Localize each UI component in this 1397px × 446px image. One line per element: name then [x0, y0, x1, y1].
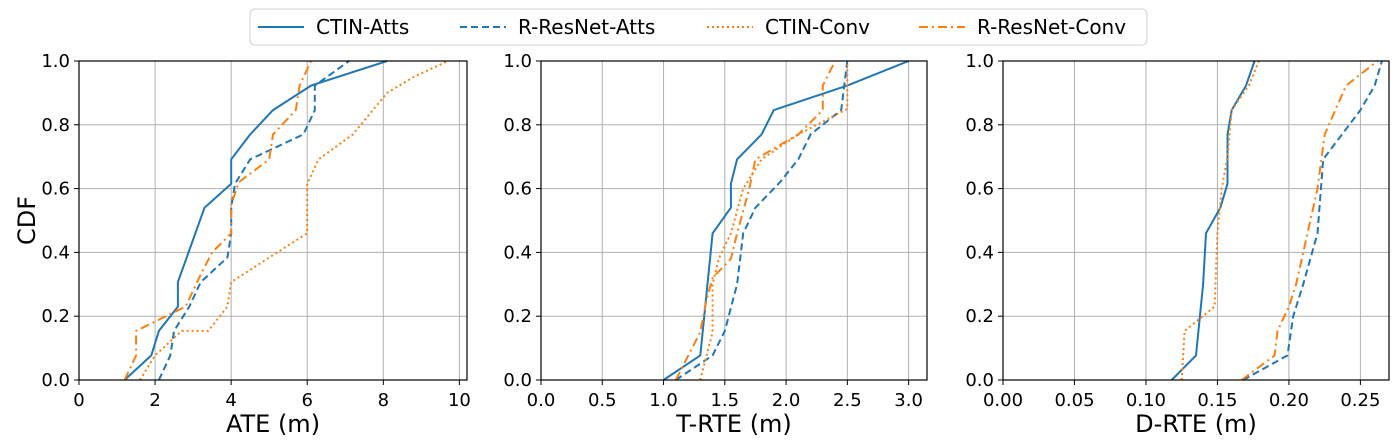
- series-line-ctin-conv: [1180, 60, 1260, 381]
- series-line-r-resnet-atts: [1242, 60, 1383, 381]
- x-tick-label: 10: [448, 390, 471, 411]
- x-tick-label: 0.10: [1126, 390, 1166, 411]
- series-line-ctin-conv: [139, 60, 449, 381]
- x-tick-label: 0.15: [1197, 390, 1237, 411]
- y-tick-label: 0.6: [965, 179, 994, 200]
- x-axis-label: D-RTE (m): [1135, 410, 1257, 438]
- x-tick-label: 0.25: [1340, 390, 1380, 411]
- y-tick-label: 0.6: [503, 179, 532, 200]
- x-tick-label: 4: [225, 390, 236, 411]
- axes-frame: [540, 60, 928, 381]
- series-line-r-resnet-conv: [674, 60, 836, 381]
- y-tick-label: 1.0: [965, 51, 994, 72]
- y-tick-label: 0.8: [503, 115, 532, 136]
- legend-label: R-ResNet-Atts: [518, 15, 655, 39]
- y-axis-label: CDF: [13, 196, 41, 245]
- y-tick-label: 0.8: [965, 115, 994, 136]
- chart-panel-3: 0.00 0.05 0.10 0.15 0.20 0.25 0.0 0.2 0.4 0.6 0.8 1…: [965, 51, 1390, 438]
- x-tick-label: 1.5: [710, 390, 739, 411]
- y-tick-label: 0.2: [41, 306, 70, 327]
- legend: CTIN-Atts R-ResNet-Atts CTIN-Conv R-ResNet-…: [249, 8, 1148, 46]
- legend-label: CTIN-Conv: [765, 15, 870, 39]
- series-line-ctin-atts: [123, 60, 388, 381]
- x-tick-label: 0: [73, 390, 84, 411]
- x-tick-label: 0.5: [588, 390, 617, 411]
- x-tick-label: 0.0: [527, 390, 556, 411]
- x-tick-label: 3.0: [894, 390, 923, 411]
- y-tick-label: 0.0: [503, 370, 532, 391]
- y-tick-label: 0.4: [503, 242, 532, 263]
- x-tick-label: 2.0: [772, 390, 801, 411]
- y-tick-label: 0.4: [965, 242, 994, 263]
- legend-label: R-ResNet-Conv: [977, 15, 1126, 39]
- series-line-r-resnet-atts: [675, 60, 849, 381]
- x-tick-label: 1.0: [649, 390, 678, 411]
- x-axis-label: ATE (m): [226, 410, 320, 438]
- series-line-ctin-atts: [662, 60, 909, 381]
- y-tick-label: 0.2: [965, 306, 994, 327]
- x-tick-label: 2: [149, 390, 160, 411]
- series-line-r-resnet-atts: [157, 60, 350, 381]
- series-line-ctin-atts: [1170, 60, 1256, 381]
- y-tick-label: 0.8: [41, 115, 70, 136]
- legend-frame: [249, 8, 1148, 46]
- x-tick-label: 8: [378, 390, 389, 411]
- x-tick-label: 0.00: [983, 390, 1023, 411]
- y-tick-label: 0.6: [41, 179, 70, 200]
- chart-panel-1: 0 2 4 6 8 10 0.0 0.2 0.4 0.6 0.8 1.0 ATE (m) CDF: [13, 51, 471, 438]
- x-axis-label: T-RTE (m): [675, 410, 792, 438]
- axes-frame: [1002, 60, 1390, 381]
- series-line-r-resnet-conv: [1241, 60, 1379, 381]
- series-line-r-resnet-conv: [123, 60, 312, 381]
- y-tick-label: 0.4: [41, 242, 70, 263]
- x-tick-label: 6: [302, 390, 313, 411]
- x-tick-label: 0.20: [1269, 390, 1309, 411]
- y-tick-label: 1.0: [41, 51, 70, 72]
- y-tick-label: 0.0: [41, 370, 70, 391]
- y-tick-label: 0.2: [503, 306, 532, 327]
- x-tick-label: 2.5: [833, 390, 862, 411]
- axes-frame: [78, 60, 468, 381]
- chart-panel-2: 0.0 0.5 1.0 1.5 2.0 2.5 3.00.00.20.40.60.81.0T…: [503, 51, 928, 438]
- legend-label: CTIN-Atts: [316, 15, 409, 39]
- y-tick-label: 1.0: [503, 51, 532, 72]
- x-tick-label: 0.05: [1054, 390, 1094, 411]
- series-line-ctin-conv: [699, 61, 849, 381]
- y-tick-label: 0.0: [965, 370, 994, 391]
